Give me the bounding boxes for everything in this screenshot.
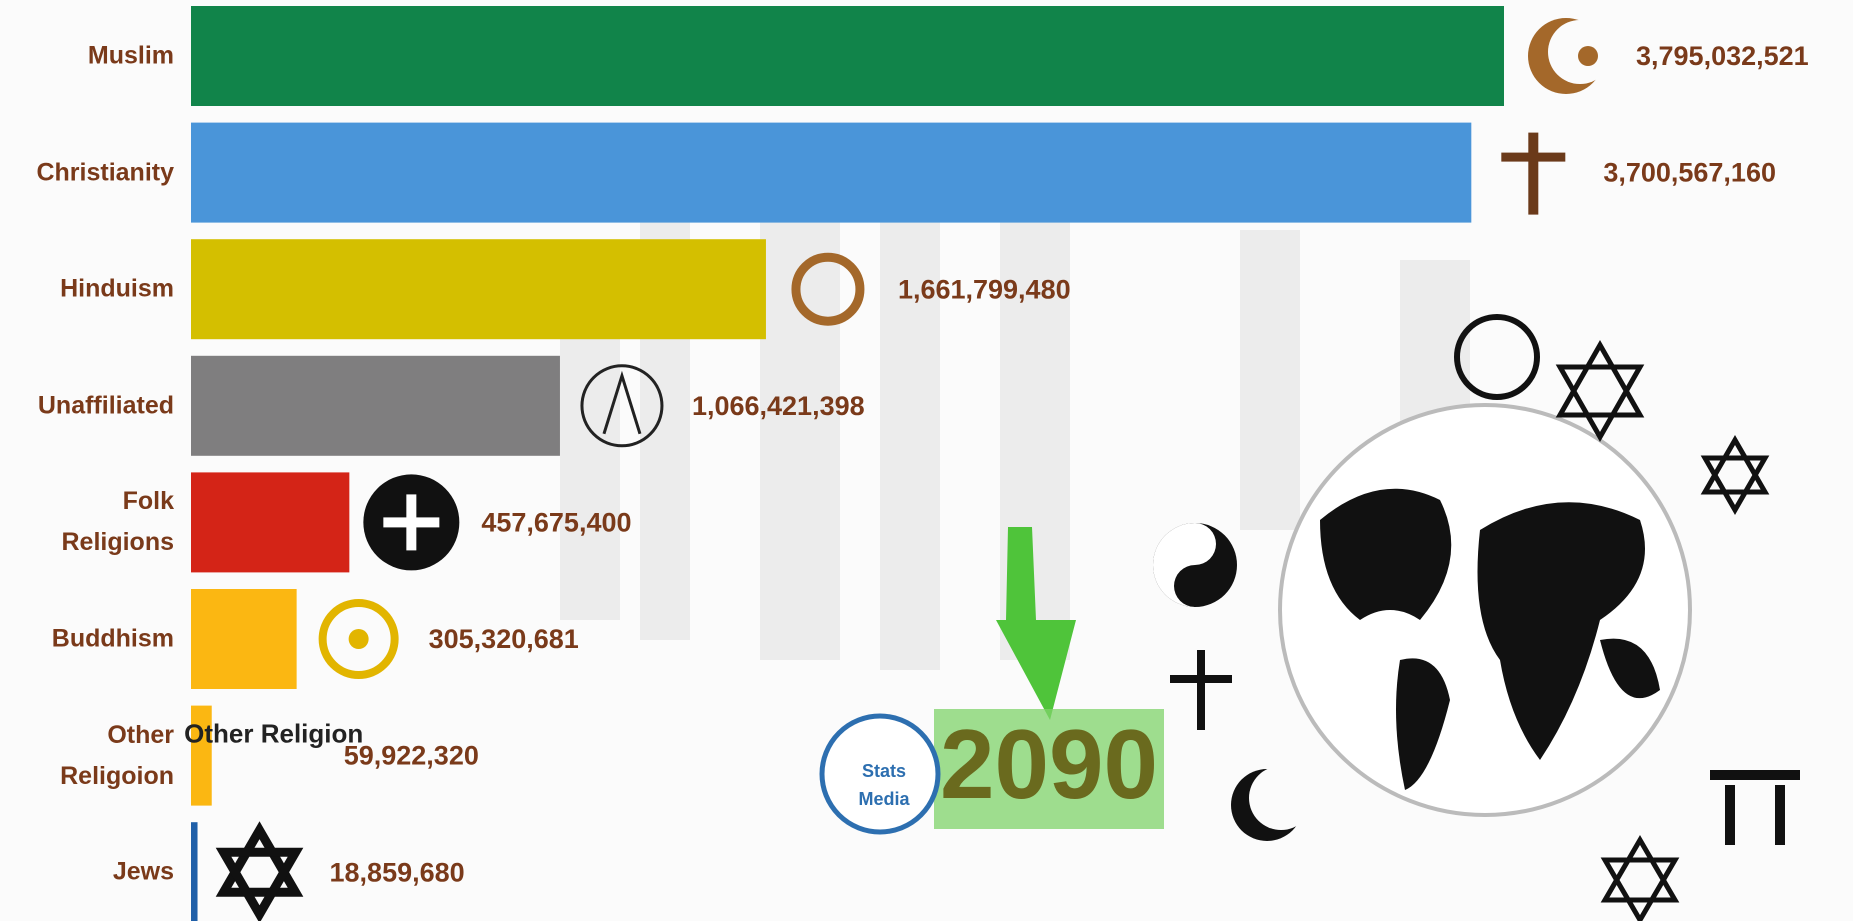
icon bbox=[791, 252, 865, 326]
icon bbox=[1528, 132, 1539, 215]
bar bbox=[191, 122, 1472, 223]
category-label: Unaffiliated bbox=[37, 391, 174, 420]
bar bbox=[191, 239, 766, 340]
category-label: Christianity bbox=[36, 158, 174, 187]
value-label: 1,661,799,480 bbox=[898, 274, 1071, 304]
year-box bbox=[934, 709, 1164, 829]
value-label: 1,066,421,398 bbox=[692, 391, 865, 421]
category-label: Folk Religions bbox=[61, 487, 174, 557]
icon bbox=[1501, 152, 1566, 162]
year-arrow bbox=[996, 527, 1076, 720]
icon bbox=[580, 364, 664, 448]
bar bbox=[191, 355, 560, 456]
value-label: 457,675,400 bbox=[481, 508, 631, 538]
bar bbox=[191, 589, 297, 689]
value-label: 59,922,320 bbox=[344, 741, 479, 771]
value-label: 3,795,032,521 bbox=[1636, 41, 1809, 71]
value-label: 305,320,681 bbox=[429, 624, 579, 654]
bar bbox=[191, 705, 212, 806]
bar bbox=[191, 822, 198, 921]
value-label: 18,859,680 bbox=[330, 857, 465, 887]
year-label: 2090 bbox=[940, 709, 1158, 819]
icon-text: Other Religion bbox=[184, 718, 363, 748]
icon bbox=[602, 370, 642, 435]
logo-text: Stats bbox=[862, 761, 906, 781]
bar bbox=[191, 6, 1504, 106]
category-label: Buddhism bbox=[51, 624, 174, 653]
category-label: Jews bbox=[112, 857, 174, 886]
logo bbox=[819, 713, 941, 835]
icon bbox=[318, 599, 399, 679]
icon bbox=[1578, 46, 1598, 66]
category-label: Other Religoion bbox=[60, 720, 174, 790]
icon bbox=[348, 629, 369, 649]
category-label: Hinduism bbox=[60, 274, 174, 303]
globe-decoration bbox=[1153, 314, 1800, 921]
value-label: 3,700,567,160 bbox=[1603, 158, 1776, 188]
category-label: Muslim bbox=[87, 41, 174, 70]
icon bbox=[215, 821, 304, 897]
logo-text: Media bbox=[858, 789, 910, 809]
icon bbox=[406, 494, 417, 551]
icon bbox=[215, 847, 304, 921]
bar bbox=[191, 472, 350, 573]
